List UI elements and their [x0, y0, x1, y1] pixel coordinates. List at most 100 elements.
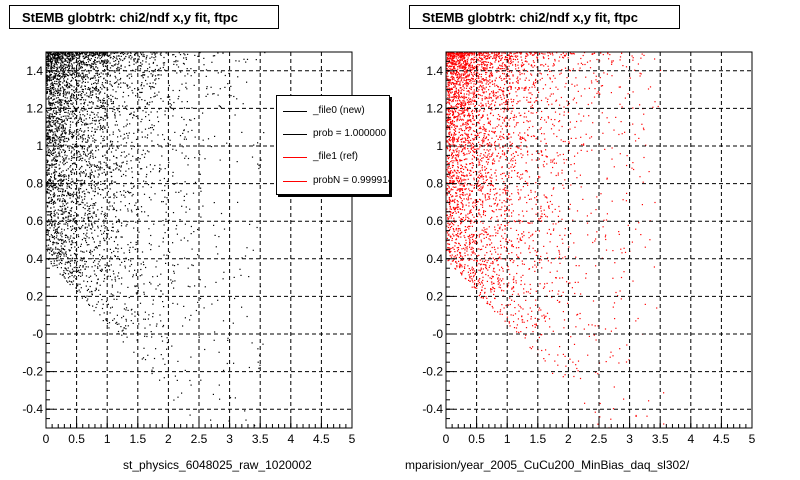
scatter-point — [49, 214, 51, 216]
scatter-point — [130, 263, 133, 266]
scatter-point — [493, 54, 495, 56]
scatter-point — [507, 190, 509, 192]
scatter-point — [500, 58, 502, 60]
scatter-point — [468, 226, 470, 228]
scatter-point — [53, 136, 55, 138]
scatter-point — [143, 293, 145, 295]
scatter-point — [124, 53, 126, 55]
scatter-point — [531, 74, 533, 76]
scatter-point — [450, 170, 452, 172]
scatter-point — [525, 87, 527, 90]
scatter-point — [97, 61, 99, 63]
scatter-point — [88, 237, 90, 239]
scatter-point — [123, 151, 125, 153]
scatter-point — [85, 169, 87, 171]
scatter-point — [478, 53, 480, 55]
scatter-point — [111, 205, 113, 207]
scatter-point — [71, 94, 73, 96]
scatter-point — [248, 366, 250, 369]
scatter-point — [61, 242, 63, 244]
scatter-point — [60, 254, 62, 256]
scatter-point — [479, 119, 481, 121]
scatter-point — [122, 53, 124, 56]
x-tick-label: 3 — [226, 432, 233, 446]
scatter-point — [71, 103, 73, 105]
scatter-point — [57, 102, 59, 104]
scatter-point — [48, 76, 50, 78]
scatter-point — [80, 118, 82, 120]
scatter-point — [59, 149, 61, 151]
scatter-point — [51, 105, 53, 107]
scatter-point — [93, 134, 95, 136]
scatter-point — [462, 174, 464, 176]
scatter-point — [183, 195, 185, 197]
scatter-point — [483, 127, 485, 129]
y-tick-label: -0 — [32, 327, 43, 341]
scatter-point — [59, 190, 61, 192]
scatter-point — [104, 154, 106, 156]
scatter-point — [487, 122, 489, 124]
scatter-point — [652, 106, 654, 108]
scatter-point — [78, 65, 80, 67]
scatter-point — [67, 58, 69, 60]
scatter-point — [465, 85, 468, 87]
scatter-point — [131, 313, 133, 315]
scatter-point — [95, 215, 97, 217]
scatter-point — [112, 294, 114, 296]
scatter-point — [126, 160, 128, 162]
scatter-point — [59, 102, 61, 104]
scatter-point — [47, 112, 49, 114]
scatter-point — [125, 142, 128, 144]
scatter-point — [507, 266, 509, 268]
scatter-point — [67, 206, 69, 208]
scatter-point — [95, 275, 97, 277]
scatter-point — [116, 98, 118, 100]
scatter-point — [478, 75, 480, 78]
scatter-point — [126, 84, 128, 86]
scatter-point — [59, 200, 61, 202]
scatter-point — [126, 105, 128, 107]
scatter-point — [90, 111, 93, 113]
scatter-point — [169, 251, 171, 253]
scatter-point — [97, 90, 99, 92]
scatter-point — [136, 92, 139, 94]
scatter-point — [49, 103, 51, 105]
scatter-point — [150, 86, 152, 88]
scatter-point — [64, 152, 66, 154]
scatter-point — [493, 83, 496, 85]
scatter-point — [83, 251, 85, 253]
scatter-point — [93, 63, 95, 65]
scatter-point — [113, 55, 115, 58]
scatter-point — [51, 84, 53, 86]
scatter-point — [68, 185, 70, 187]
scatter-point — [46, 121, 48, 123]
scatter-point — [53, 89, 55, 91]
scatter-point — [48, 180, 50, 182]
scatter-point — [476, 148, 478, 150]
scatter-point — [62, 115, 64, 117]
scatter-point — [198, 55, 200, 57]
scatter-point — [151, 56, 153, 58]
scatter-point — [448, 216, 450, 218]
scatter-point — [53, 94, 55, 96]
scatter-point — [52, 157, 55, 159]
scatter-point — [449, 226, 451, 229]
scatter-point — [80, 117, 82, 119]
scatter-point — [113, 60, 115, 62]
scatter-point — [133, 111, 135, 113]
scatter-point — [135, 273, 137, 275]
scatter-point — [85, 64, 88, 66]
scatter-point — [117, 229, 119, 231]
scatter-point — [102, 103, 104, 105]
scatter-point — [119, 292, 121, 294]
scatter-point — [149, 82, 151, 84]
scatter-point — [80, 157, 82, 160]
scatter-point — [61, 231, 63, 233]
scatter-point — [96, 97, 98, 99]
scatter-point — [49, 123, 51, 125]
scatter-point — [46, 55, 49, 57]
scatter-point — [136, 60, 138, 62]
scatter-point — [64, 53, 66, 55]
scatter-point — [55, 111, 57, 114]
scatter-point — [54, 73, 56, 75]
